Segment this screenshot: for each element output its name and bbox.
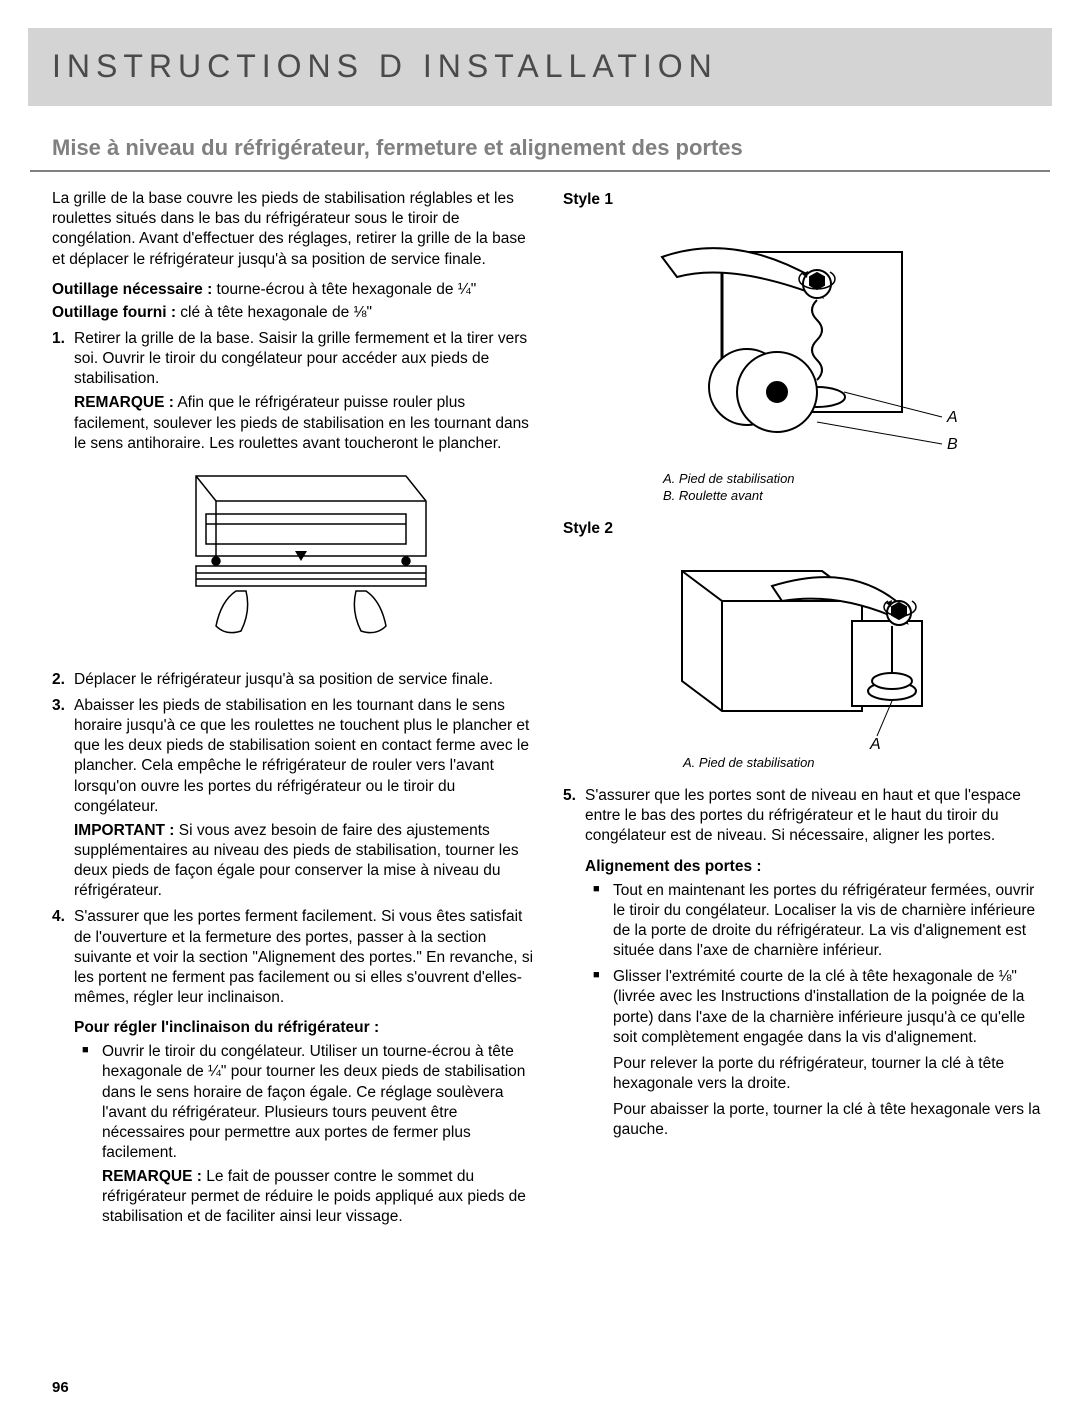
tools-needed: Outillage nécessaire : tourne-écrou à tê… xyxy=(52,280,539,300)
tilt-bullet-1: Ouvrir le tiroir du congélateur. Utilise… xyxy=(74,1042,539,1227)
header-banner: INSTRUCTIONS D INSTALLATION xyxy=(28,28,1052,106)
page-number: 96 xyxy=(52,1378,69,1398)
step-1: 1. Retirer la grille de la base. Saisir … xyxy=(52,329,539,454)
section-title: Mise à niveau du réfrigérateur, fermetur… xyxy=(52,134,1050,163)
page-title: INSTRUCTIONS D INSTALLATION xyxy=(52,46,1028,88)
align-p2: Pour abaisser la porte, tourner la clé à… xyxy=(613,1100,1050,1140)
align-bullet-2: Glisser l'extrémité courte de la clé à t… xyxy=(585,967,1050,1140)
figure-style1: A B A. Pied de stabilisation B. Roulette… xyxy=(563,222,1050,505)
content-columns: La grille de la base couvre les pieds de… xyxy=(0,186,1080,1233)
figure-style2: A A. Pied de stabilisation xyxy=(563,551,1050,772)
style2-caption: A. Pied de stabilisation xyxy=(683,755,1050,772)
step-4: 4.S'assurer que les portes ferment facil… xyxy=(52,907,539,1008)
tilt-note: REMARQUE : Le fait de pousser contre le … xyxy=(102,1167,539,1227)
step-5: 5.S'assurer que les portes sont de nivea… xyxy=(563,786,1050,846)
callout-a2: A xyxy=(869,736,881,751)
tools-supplied: Outillage fourni : clé à tête hexagonale… xyxy=(52,303,539,323)
step3-important: IMPORTANT : Si vous avez besoin de faire… xyxy=(74,821,539,902)
left-column: La grille de la base couvre les pieds de… xyxy=(52,186,539,1233)
style2-illustration: A xyxy=(622,551,992,751)
align-bullets: Tout en maintenant les portes du réfrigé… xyxy=(585,881,1050,1141)
align-p1: Pour relever la porte du réfrigérateur, … xyxy=(613,1054,1050,1094)
steps-list-right: 5.S'assurer que les portes sont de nivea… xyxy=(563,786,1050,846)
tilt-heading: Pour régler l'inclinaison du réfrigérate… xyxy=(74,1018,539,1038)
steps-list: 1. Retirer la grille de la base. Saisir … xyxy=(52,329,539,454)
step-3: 3.Abaisser les pieds de stabilisation en… xyxy=(52,696,539,901)
step1-note: REMARQUE : Afin que le réfrigérateur pui… xyxy=(74,393,539,453)
grille-removal-illustration xyxy=(126,466,466,656)
intro-text: La grille de la base couvre les pieds de… xyxy=(52,189,539,270)
steps-list-2: 2.Déplacer le réfrigérateur jusqu'à sa p… xyxy=(52,670,539,1008)
style1-illustration: A B xyxy=(622,222,992,467)
style2-label: Style 2 xyxy=(563,519,1050,539)
callout-b: B xyxy=(947,436,958,453)
right-column: Style 1 xyxy=(563,186,1050,1233)
style1-label: Style 1 xyxy=(563,190,1050,210)
figure-base-grille xyxy=(52,466,539,656)
callout-a: A xyxy=(946,409,958,426)
align-heading: Alignement des portes : xyxy=(585,857,1050,877)
tilt-bullets: Ouvrir le tiroir du congélateur. Utilise… xyxy=(74,1042,539,1227)
section-rule xyxy=(30,170,1050,172)
style1-caption: A. Pied de stabilisation B. Roulette ava… xyxy=(663,471,1050,505)
step-2: 2.Déplacer le réfrigérateur jusqu'à sa p… xyxy=(52,670,539,690)
align-bullet-1: Tout en maintenant les portes du réfrigé… xyxy=(585,881,1050,962)
